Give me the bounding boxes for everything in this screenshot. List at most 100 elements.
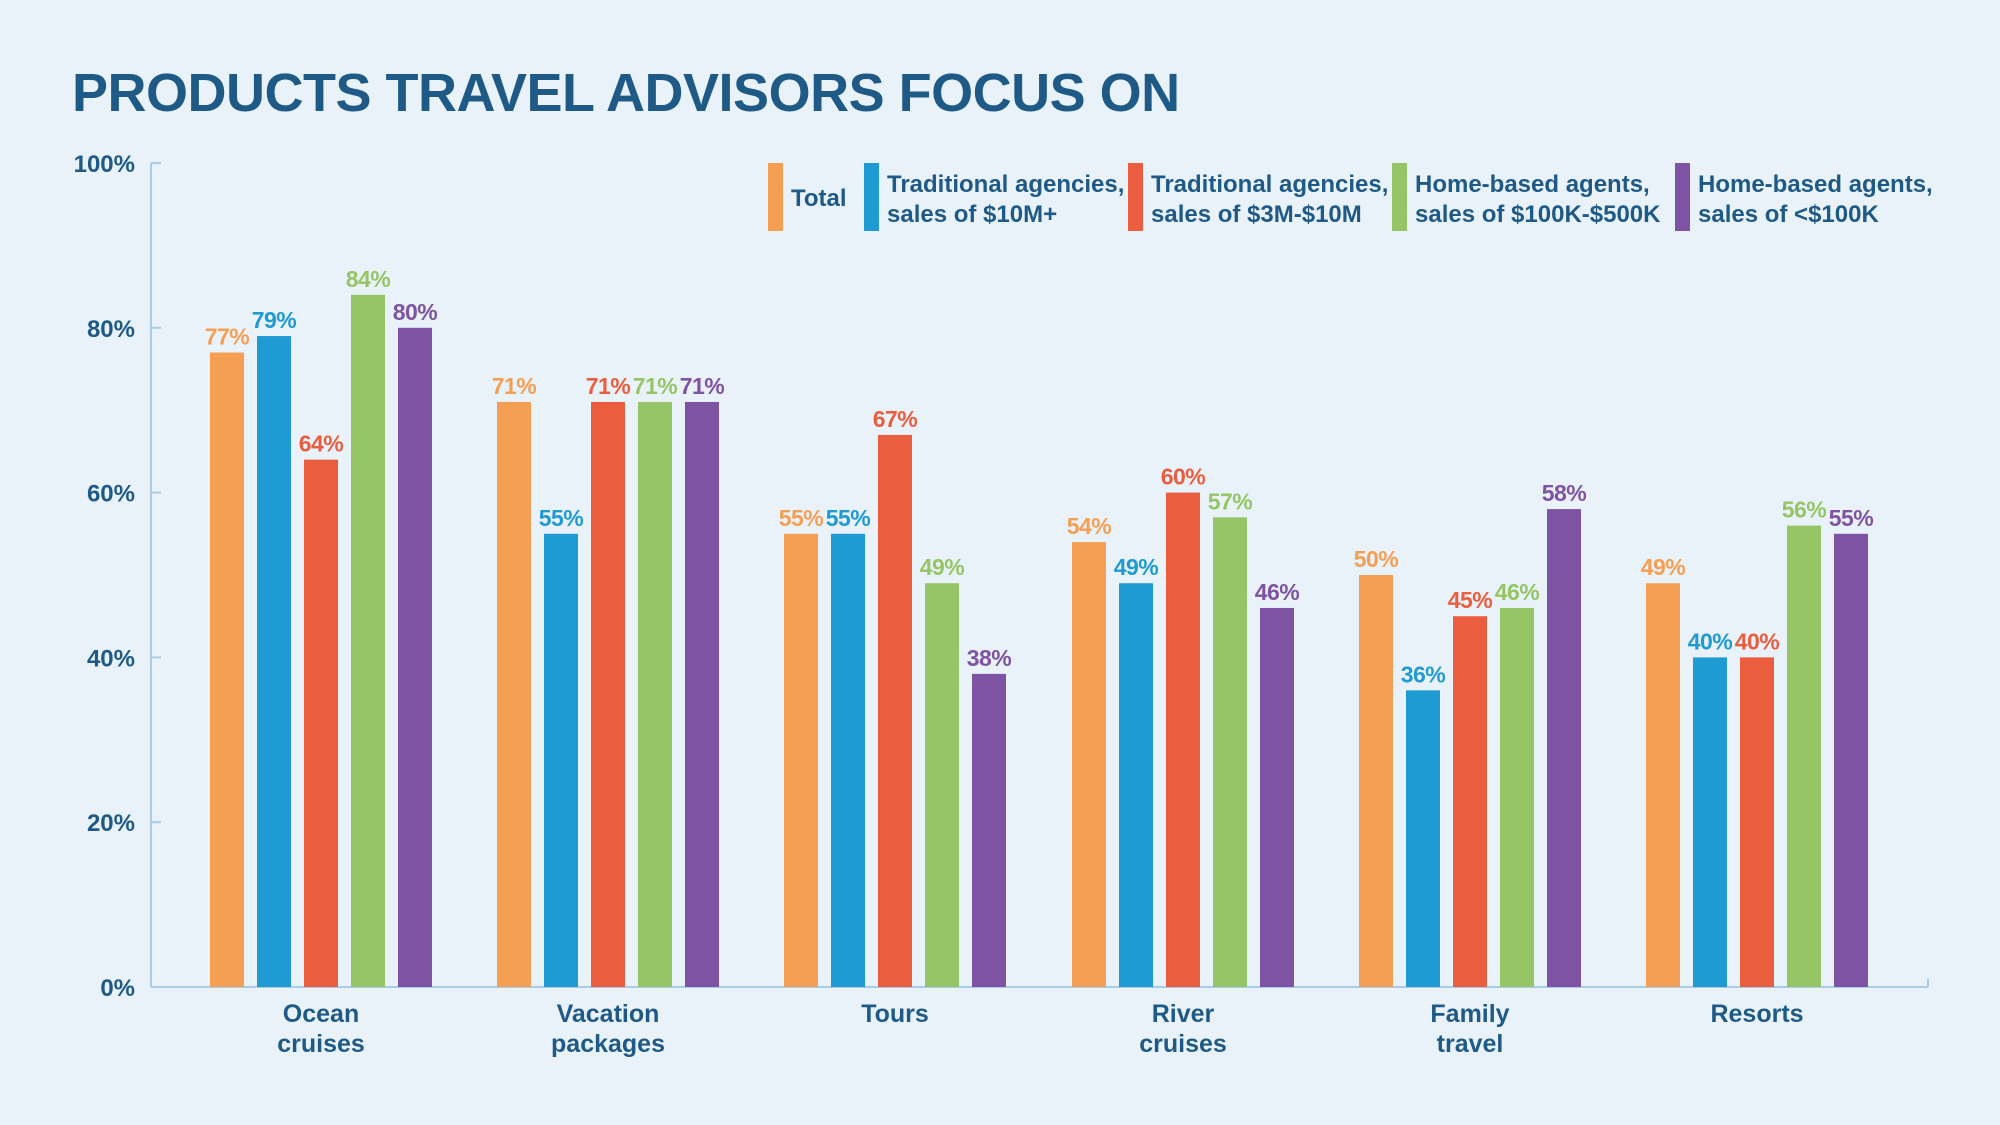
data-label: 56% <box>1782 497 1827 523</box>
bar <box>925 583 959 987</box>
legend-swatch <box>768 163 783 231</box>
y-tick-label: 20% <box>87 810 135 837</box>
data-label: 38% <box>967 645 1012 671</box>
bar <box>1453 616 1487 987</box>
bar <box>685 401 719 988</box>
legend-swatch <box>864 163 879 231</box>
data-label: 55% <box>826 505 871 531</box>
x-tick-label-line: Vacation <box>557 1000 660 1028</box>
y-tick-label: 40% <box>87 645 135 672</box>
bar <box>497 401 531 988</box>
x-tick-label-line: packages <box>551 1030 665 1058</box>
bar <box>210 352 244 987</box>
x-tick-label-line: cruises <box>277 1030 365 1058</box>
data-label: 71% <box>586 373 631 399</box>
bar <box>784 533 818 987</box>
axes: 0% 20% 40% 60% 80% 100% Ocean cruises Vacation pa… <box>74 151 1929 1058</box>
legend-label-line: sales of $10M+ <box>887 201 1057 228</box>
x-tick-label-line: travel <box>1437 1030 1504 1058</box>
legend: Total Traditional agencies, sales of $10M+… <box>768 163 1933 231</box>
data-label: 55% <box>539 505 584 531</box>
legend-label-line: Home-based agents, <box>1415 171 1650 198</box>
data-label: 64% <box>299 431 344 457</box>
legend-label: Traditional agencies, sales of $3M-$10M <box>1151 171 1388 228</box>
chart-title: PRODUCTS TRAVEL ADVISORS FOCUS ON <box>72 63 1180 123</box>
data-label: 71% <box>633 373 678 399</box>
x-tick-label-line: Resorts <box>1710 1000 1803 1028</box>
data-label: 50% <box>1354 546 1399 572</box>
data-label: 55% <box>779 505 824 531</box>
y-tick-label: 100% <box>74 151 135 178</box>
data-label: 79% <box>252 307 297 333</box>
x-tick-label-line: River <box>1152 1000 1215 1028</box>
bar <box>591 401 625 988</box>
x-tick-label: Vacation packages <box>551 1000 665 1058</box>
bar <box>1547 509 1581 987</box>
bar <box>1406 690 1440 987</box>
bar <box>972 673 1006 987</box>
bar <box>638 401 672 988</box>
data-label: 60% <box>1161 464 1206 490</box>
data-label: 57% <box>1208 488 1253 514</box>
bar <box>257 336 291 987</box>
data-label: 84% <box>346 266 391 292</box>
x-tick-label: Resorts <box>1710 1000 1803 1028</box>
data-label: 67% <box>873 406 918 432</box>
data-label: 55% <box>1829 505 1874 531</box>
data-label: 71% <box>680 373 725 399</box>
data-label: 58% <box>1542 480 1587 506</box>
y-tick-label: 60% <box>87 481 135 508</box>
legend-label-line: Total <box>791 185 847 212</box>
data-label: 40% <box>1688 628 1733 654</box>
legend-label-line: sales of <$100K <box>1698 201 1879 228</box>
legend-label-line: Traditional agencies, <box>887 171 1124 198</box>
legend-swatch <box>1128 163 1143 231</box>
data-label: 71% <box>492 373 537 399</box>
data-label: 46% <box>1255 579 1300 605</box>
x-tick-label: Ocean cruises <box>277 1000 365 1058</box>
data-label: 40% <box>1735 628 1780 654</box>
x-tick-label: Tours <box>861 1000 929 1028</box>
x-tick-label-line: Family <box>1430 1000 1509 1028</box>
data-label: 36% <box>1401 661 1446 687</box>
y-tick-label: 0% <box>100 975 135 1002</box>
bar <box>1119 583 1153 987</box>
bar <box>1646 583 1680 987</box>
bars <box>210 294 1868 988</box>
bar <box>878 434 912 987</box>
legend-swatch <box>1675 163 1690 231</box>
legend-label: Traditional agencies, sales of $10M+ <box>887 171 1124 228</box>
x-tick-label-line: cruises <box>1139 1030 1227 1058</box>
bar <box>351 294 385 988</box>
legend-label: Total <box>791 185 847 212</box>
legend-label: Home-based agents, sales of $100K-$500K <box>1415 171 1661 228</box>
bar <box>398 327 432 987</box>
bar <box>544 533 578 987</box>
bar <box>1166 492 1200 987</box>
data-label: 77% <box>205 324 250 350</box>
bar <box>1213 517 1247 987</box>
legend-label-line: sales of $100K-$500K <box>1415 201 1661 228</box>
data-label: 49% <box>920 554 965 580</box>
x-tick-label-line: Tours <box>861 1000 929 1028</box>
x-tick-label: River cruises <box>1139 1000 1227 1058</box>
x-tick-label: Family travel <box>1430 1000 1509 1058</box>
bar <box>1260 607 1294 987</box>
data-label: 46% <box>1495 579 1540 605</box>
legend-label-line: Home-based agents, <box>1698 171 1933 198</box>
data-label: 45% <box>1448 587 1493 613</box>
legend-label: Home-based agents, sales of <$100K <box>1698 171 1933 228</box>
bar <box>1500 607 1534 987</box>
data-label: 54% <box>1067 513 1112 539</box>
bar <box>831 533 865 987</box>
data-label: 49% <box>1114 554 1159 580</box>
data-label: 80% <box>393 299 438 325</box>
legend-swatch <box>1392 163 1407 231</box>
bar <box>1834 533 1868 987</box>
data-labels: 77%71%55% 54%50% 49%79%55% 55%49%36%40%64%7… <box>205 266 1874 688</box>
legend-label-line: sales of $3M-$10M <box>1151 201 1362 228</box>
bar <box>1359 575 1393 987</box>
y-tick-label: 80% <box>87 316 135 343</box>
bar <box>304 459 338 987</box>
